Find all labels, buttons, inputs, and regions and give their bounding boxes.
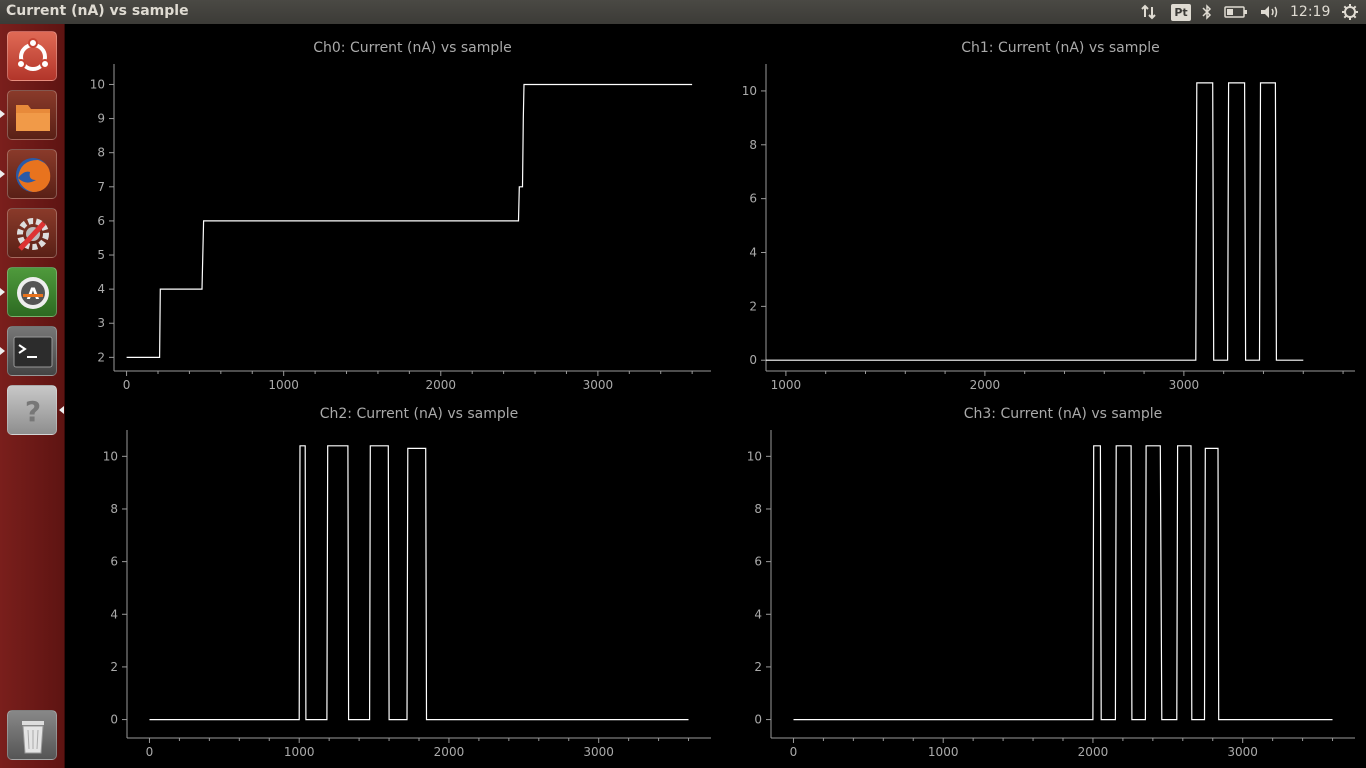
y-tick-label: 6 [749,192,757,206]
x-tick-label: 2000 [970,378,1001,392]
chart-title: Ch2: Current (nA) vs sample [320,406,519,422]
x-tick-label: 3000 [583,745,614,759]
series-line [766,82,1304,361]
window-title: Current (nA) vs sample [6,3,189,19]
chart-title: Ch0: Current (nA) vs sample [313,40,512,56]
running-indicator [0,347,5,355]
x-tick-label: 0 [146,745,154,759]
keyboard-layout-icon[interactable]: Pt [1170,0,1192,24]
y-tick-label: 0 [754,713,762,727]
y-tick-label: 2 [754,660,762,674]
chart-ch0: Ch0: Current (nA) vs sample 2 3 4 5 6 7 8 9 10 0 10… [90,40,711,392]
chart-title: Ch3: Current (nA) vs sample [964,406,1163,422]
chart-ch1: Ch1: Current (nA) vs sample 0 2 4 6 8 10 1000 20… [742,40,1355,392]
y-tick-label: 4 [97,282,105,296]
y-tick-label: 2 [97,350,105,364]
firefox-icon[interactable] [7,149,57,199]
running-indicator [0,288,5,296]
keyboard-layout-label: Pt [1171,3,1191,21]
terminal-icon[interactable] [7,326,57,376]
x-tick-label: 2000 [1078,745,1109,759]
y-tick-label: 2 [749,299,757,313]
trash-icon[interactable] [7,710,57,760]
y-tick-label: 0 [110,713,118,727]
x-tick-label: 2000 [426,378,457,392]
y-tick-label: 8 [754,502,762,516]
x-tick-label: 3000 [583,378,614,392]
y-tick-label: 10 [747,449,762,463]
running-indicator [0,110,5,118]
x-tick-label: 1000 [268,378,299,392]
help-icon[interactable]: ? [7,385,57,435]
y-tick-label: 6 [110,555,118,569]
chart-ch3: Ch3: Current (nA) vs sample 0 2 4 6 8 10 0 1000 2… [747,406,1355,759]
y-tick-label: 10 [103,449,118,463]
svg-text:A: A [27,284,40,303]
chart-title: Ch1: Current (nA) vs sample [961,40,1160,56]
x-tick-label: 3000 [1169,378,1200,392]
session-gear-icon[interactable] [1338,0,1362,24]
x-tick-label: 0 [123,378,131,392]
x-tick-label: 1000 [771,378,802,392]
y-tick-label: 4 [754,607,762,621]
launcher: A ? [0,24,65,768]
software-updater-icon[interactable]: A [7,267,57,317]
bluetooth-icon[interactable] [1199,0,1215,24]
y-tick-label: 7 [97,180,105,194]
y-tick-label: 5 [97,248,105,262]
x-tick-label: 2000 [434,745,465,759]
y-tick-label: 10 [90,77,105,91]
y-tick-label: 6 [754,555,762,569]
y-tick-label: 8 [110,502,118,516]
y-tick-label: 6 [97,214,105,228]
y-tick-label: 4 [110,607,118,621]
y-tick-label: 10 [742,84,757,98]
network-icon[interactable] [1139,0,1159,24]
chart-ch2: Ch2: Current (nA) vs sample 0 2 4 6 8 10 0 1000 2… [103,406,711,759]
y-tick-label: 0 [749,353,757,367]
x-tick-label: 1000 [928,745,959,759]
y-tick-label: 2 [110,660,118,674]
ubuntu-dash-icon[interactable] [7,31,57,81]
running-indicator [0,170,5,178]
top-panel: Current (nA) vs sample Pt 12:19 [0,0,1366,24]
y-tick-label: 4 [749,246,757,260]
battery-icon[interactable] [1223,0,1249,24]
plot-canvas: Ch0: Current (nA) vs sample 2 3 4 5 6 7 8 9 10 0 10… [90,40,1355,759]
system-settings-icon[interactable] [7,208,57,258]
x-tick-label: 1000 [284,745,315,759]
series-line [149,445,689,721]
x-tick-label: 0 [790,745,798,759]
y-tick-label: 3 [97,316,105,330]
y-tick-label: 9 [97,112,105,126]
active-window-indicator [59,406,64,414]
series-line [126,83,693,358]
series-line [793,445,1333,721]
clock[interactable]: 12:19 [1290,4,1331,20]
x-tick-label: 3000 [1227,745,1258,759]
files-icon[interactable] [7,90,57,140]
y-tick-label: 8 [749,138,757,152]
volume-icon[interactable] [1258,0,1282,24]
svg-text:?: ? [25,395,41,428]
y-tick-label: 8 [97,146,105,160]
